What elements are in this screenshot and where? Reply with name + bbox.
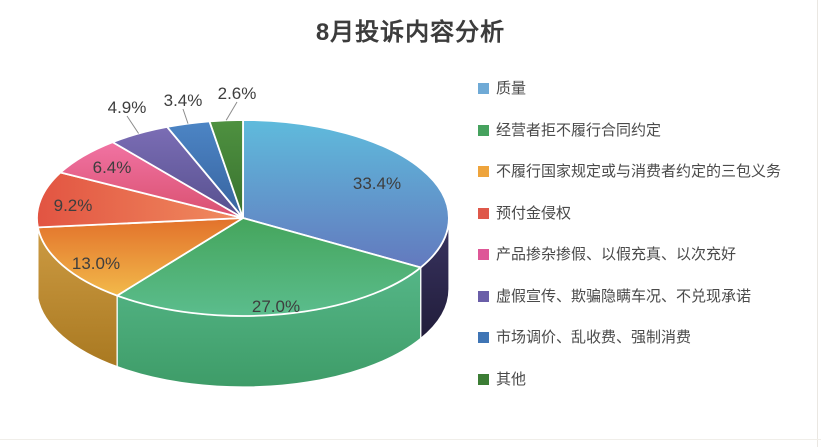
label-leader-line <box>225 101 238 121</box>
legend-item: 产品掺杂掺假、以假充真、以次充好 <box>478 247 781 262</box>
pie-slice <box>37 217 244 297</box>
page-edge-line-bottom <box>0 439 821 440</box>
pie-data-label: 27.0% <box>252 297 300 316</box>
legend-swatch <box>478 166 489 177</box>
legend-label: 市场调价、乱收费、强制消费 <box>496 329 692 346</box>
chart-legend: 质量经营者拒不履行合同约定不履行国家规定或与消费者约定的三包义务 预付金侵权产品掺… <box>478 81 781 387</box>
legend-item: 质量 <box>478 81 781 96</box>
pie-slice <box>116 217 422 317</box>
legend-item: 经营者拒不履行合同约定 <box>478 123 781 138</box>
legend-label: 不履行国家规定或与消费者约定的三包义务 <box>496 163 782 180</box>
legend-label: 产品掺杂掺假、以假充真、以次充好 <box>496 246 737 263</box>
legend-label: 其他 <box>496 370 527 388</box>
pie-data-label: 2.6% <box>218 84 257 103</box>
legend-item: 其他 <box>478 372 781 387</box>
pie-slice <box>208 119 244 219</box>
legend-item: 不履行国家规定或与消费者约定的三包义务 <box>478 164 781 179</box>
pie-data-label: 6.4% <box>93 158 132 177</box>
pie-data-label: 4.9% <box>108 98 147 117</box>
pie-data-label: 13.0% <box>72 254 120 273</box>
legend-label: 经营者拒不履行合同约定 <box>496 121 662 139</box>
legend-swatch <box>478 290 489 302</box>
label-leader-line <box>126 115 140 134</box>
legend-label: 虚假宣传、欺骗隐瞒车况、不兑现承诺 <box>496 287 752 305</box>
pie-data-label: 33.4% <box>353 174 401 193</box>
legend-swatch <box>478 124 489 136</box>
legend-item: 虚假宣传、欺骗隐瞒车况、不兑现承诺 <box>478 289 781 304</box>
label-leader-line <box>182 108 189 124</box>
legend-swatch <box>478 373 489 385</box>
pie-slice <box>242 119 450 269</box>
legend-label: 质量 <box>496 80 527 97</box>
legend-swatch <box>478 83 489 94</box>
legend-label: 预付金侵权 <box>496 204 572 222</box>
legend-item: 市场调价、乱收费、强制消费 <box>478 330 781 345</box>
legend-swatch <box>478 332 489 343</box>
pie-slice <box>36 171 244 229</box>
pie-data-label: 3.4% <box>164 91 203 110</box>
legend-swatch <box>478 207 489 219</box>
chart-title: 8月投诉内容分析 <box>315 19 506 46</box>
legend-swatch <box>478 249 489 260</box>
page-edge-line-right <box>817 0 818 447</box>
legend-item: 预付金侵权 <box>478 206 781 221</box>
pie-data-label: 9.2% <box>54 196 93 215</box>
